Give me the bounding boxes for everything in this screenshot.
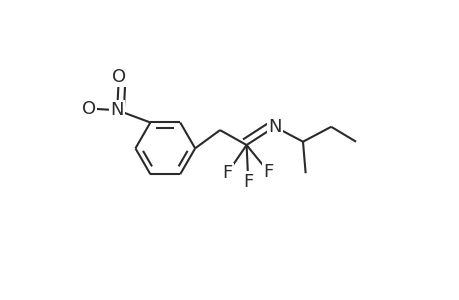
Text: F: F <box>222 164 232 182</box>
Text: N: N <box>268 118 281 136</box>
Text: F: F <box>243 172 253 190</box>
Text: O: O <box>82 100 96 118</box>
Text: N: N <box>110 101 123 119</box>
Text: O: O <box>112 68 126 86</box>
Text: F: F <box>263 163 273 181</box>
